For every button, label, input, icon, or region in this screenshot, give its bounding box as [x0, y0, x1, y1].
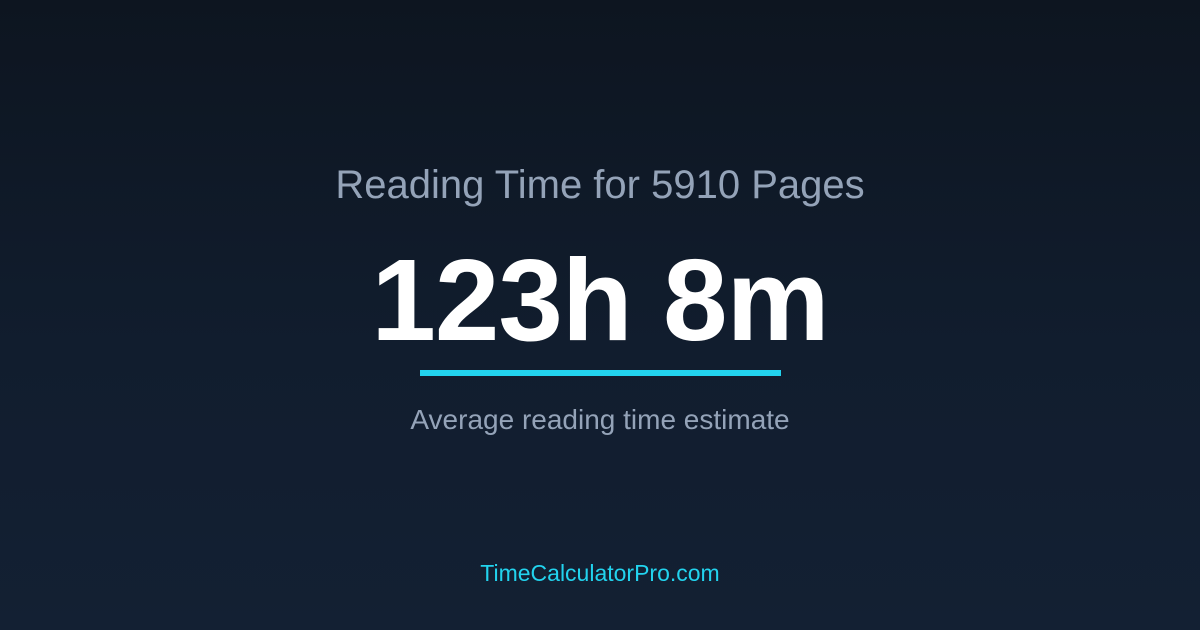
- accent-underline: [420, 370, 781, 376]
- subtitle: Average reading time estimate: [410, 404, 790, 435]
- site-link[interactable]: TimeCalculatorPro.com: [480, 560, 720, 586]
- page-title: Reading Time for 5910 Pages: [335, 163, 865, 207]
- reading-time-result: 123h 8m: [371, 235, 829, 365]
